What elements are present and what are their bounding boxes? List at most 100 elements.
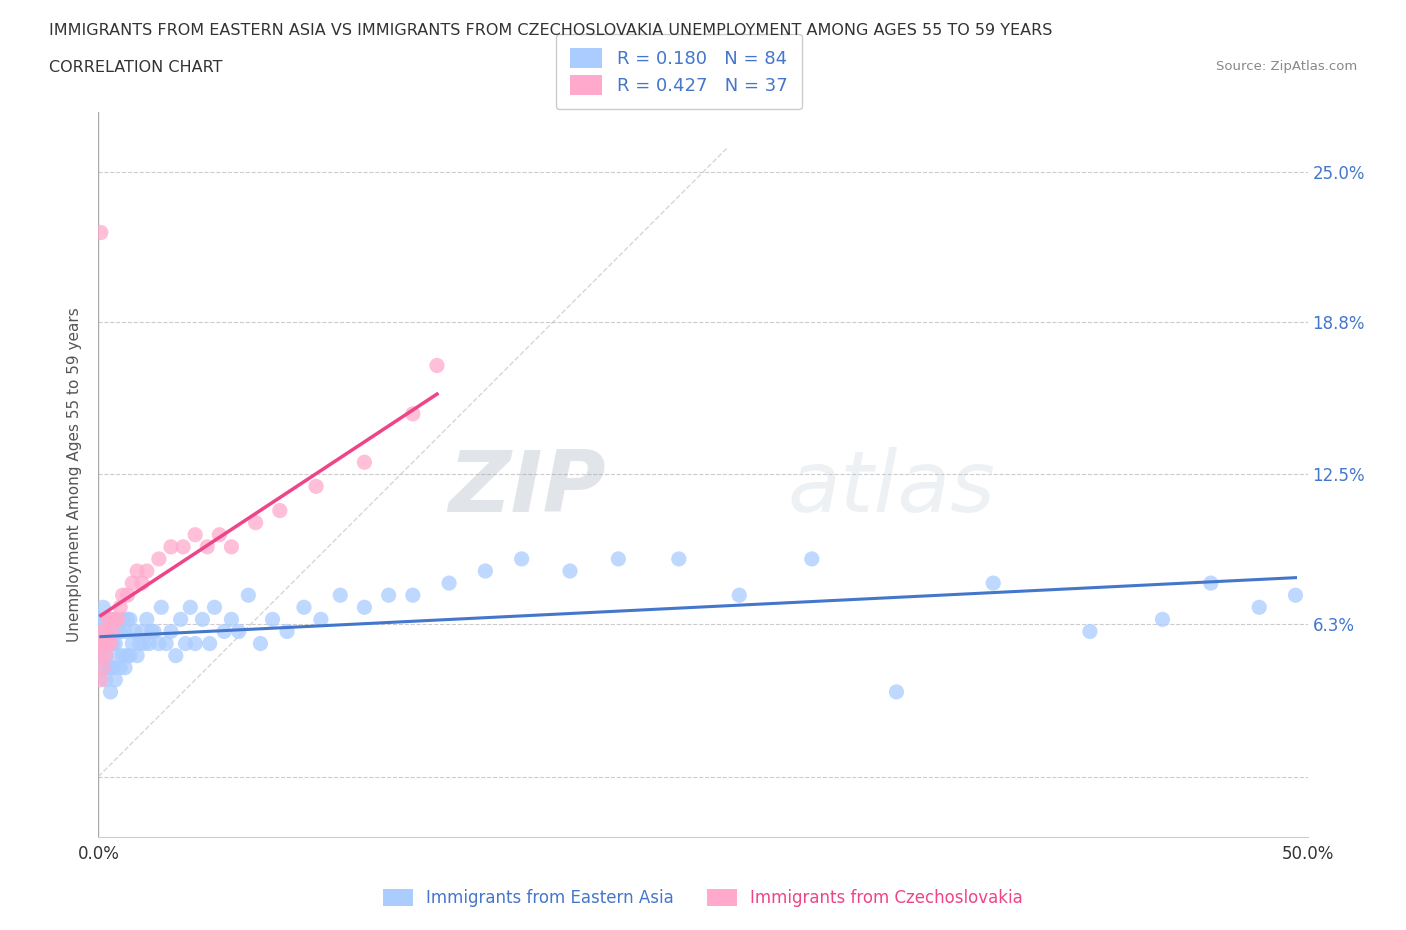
Point <box>90 636 112 651</box>
Point <box>114 624 136 639</box>
Point <box>141 624 163 639</box>
Point <box>94 636 117 651</box>
Point <box>101 660 124 675</box>
Point <box>117 588 139 603</box>
Point <box>100 684 122 699</box>
Point <box>101 612 124 627</box>
Point <box>155 636 177 651</box>
Point <box>118 612 141 627</box>
Point <box>97 636 120 651</box>
Point <box>104 672 127 687</box>
Point <box>108 624 131 639</box>
Point <box>108 660 131 675</box>
Point <box>221 612 243 627</box>
Point <box>212 624 235 639</box>
Point <box>169 612 191 627</box>
Point <box>100 636 122 651</box>
Point <box>97 636 120 651</box>
Point <box>184 527 207 542</box>
Point <box>94 648 117 663</box>
Point <box>94 672 117 687</box>
Point <box>353 600 375 615</box>
Point <box>100 636 122 651</box>
Point <box>107 612 129 627</box>
Point <box>91 636 114 651</box>
Point <box>121 636 143 651</box>
Text: Source: ZipAtlas.com: Source: ZipAtlas.com <box>1216 60 1357 73</box>
Point <box>101 636 124 651</box>
Point <box>128 636 150 651</box>
Text: atlas: atlas <box>787 447 995 530</box>
Point <box>100 612 122 627</box>
Point <box>292 600 315 615</box>
Point <box>172 539 194 554</box>
Point <box>94 636 117 651</box>
Point <box>305 479 328 494</box>
Point <box>238 588 260 603</box>
Point <box>558 564 581 578</box>
Point <box>728 588 751 603</box>
Point <box>117 612 139 627</box>
Point <box>437 576 460 591</box>
Point <box>131 576 153 591</box>
Point <box>107 624 129 639</box>
Point <box>104 636 127 651</box>
Point <box>111 588 134 603</box>
Text: CORRELATION CHART: CORRELATION CHART <box>49 60 222 75</box>
Point <box>329 588 352 603</box>
Point <box>148 636 170 651</box>
Point <box>204 600 226 615</box>
Point <box>160 624 183 639</box>
Point <box>91 660 114 675</box>
Point <box>668 551 690 566</box>
Point <box>90 612 112 627</box>
Point <box>101 624 124 639</box>
Point <box>402 406 425 421</box>
Point <box>127 564 149 578</box>
Point <box>114 660 136 675</box>
Point <box>195 539 218 554</box>
Point <box>1199 576 1222 591</box>
Point <box>134 636 156 651</box>
Point <box>117 648 139 663</box>
Point <box>97 612 120 627</box>
Point <box>94 624 117 639</box>
Point <box>94 648 117 663</box>
Point <box>127 648 149 663</box>
Point <box>91 600 114 615</box>
Point <box>91 660 114 675</box>
Point <box>100 612 122 627</box>
Point <box>607 551 630 566</box>
Point <box>1284 588 1306 603</box>
Point <box>91 624 114 639</box>
Point <box>174 636 197 651</box>
Point <box>90 636 112 651</box>
Point <box>135 612 157 627</box>
Point <box>377 588 399 603</box>
Point <box>90 648 112 663</box>
Point <box>510 551 533 566</box>
Point <box>191 612 214 627</box>
Point <box>143 624 166 639</box>
Point <box>111 648 134 663</box>
Point <box>981 576 1004 591</box>
Point <box>353 455 375 470</box>
Point <box>90 672 112 687</box>
Point <box>249 636 271 651</box>
Point <box>107 648 129 663</box>
Y-axis label: Unemployment Among Ages 55 to 59 years: Unemployment Among Ages 55 to 59 years <box>67 307 83 642</box>
Point <box>100 660 122 675</box>
Point <box>108 600 131 615</box>
Point <box>179 600 201 615</box>
Point <box>118 648 141 663</box>
Point <box>309 612 332 627</box>
Point <box>121 576 143 591</box>
Point <box>124 624 146 639</box>
Point <box>1152 612 1174 627</box>
Point <box>262 612 284 627</box>
Legend: R = 0.180   N = 84, R = 0.427   N = 37: R = 0.180 N = 84, R = 0.427 N = 37 <box>555 33 801 110</box>
Point <box>800 551 823 566</box>
Text: ZIP: ZIP <box>449 447 606 530</box>
Point <box>90 225 112 240</box>
Point <box>97 612 120 627</box>
